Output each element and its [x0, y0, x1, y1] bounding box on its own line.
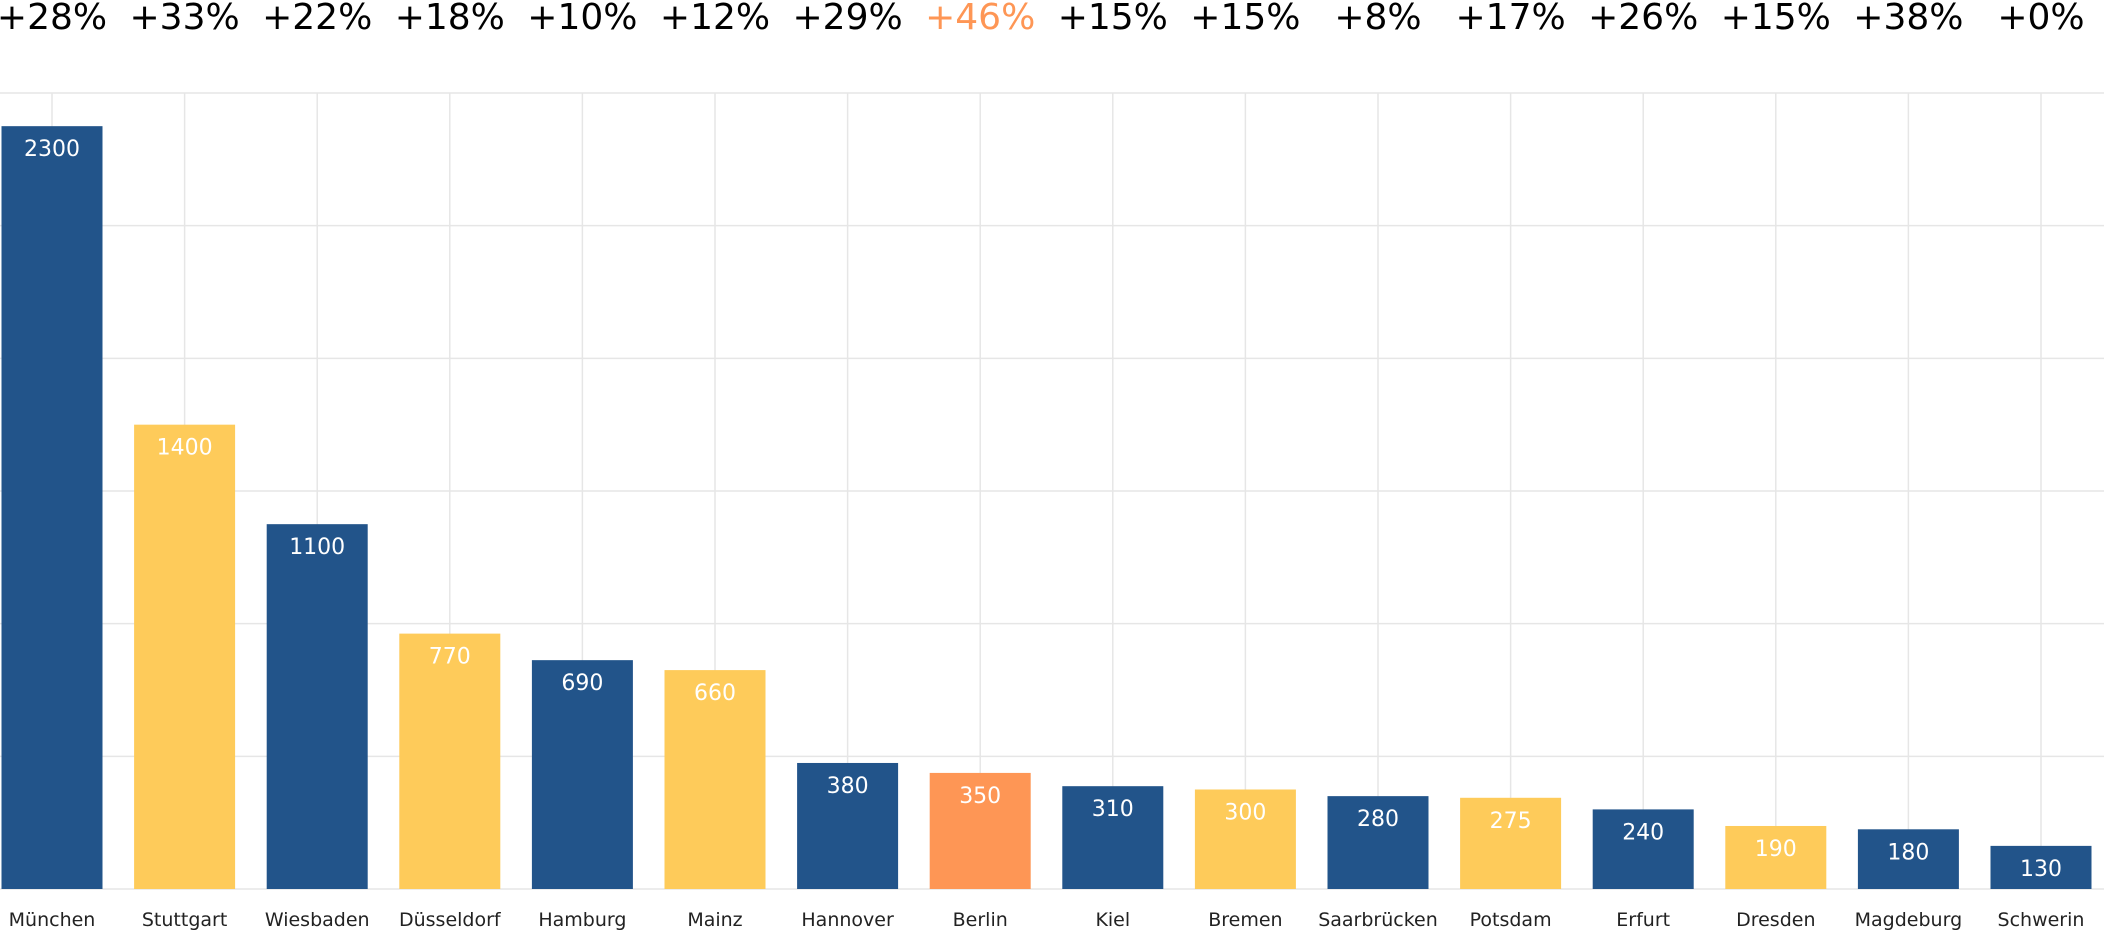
- change-percent-label: +38%: [1853, 0, 1963, 38]
- bar: [1062, 786, 1164, 889]
- bar-value-label: 690: [561, 671, 603, 696]
- bar-value-label: 1100: [289, 535, 345, 560]
- x-tick-label: Berlin: [953, 909, 1008, 930]
- bar-value-label: 280: [1357, 807, 1399, 832]
- bar: [1857, 829, 1959, 889]
- bar: [134, 424, 236, 889]
- bar: [1327, 796, 1429, 889]
- bar: [797, 762, 899, 889]
- change-percent-label: +28%: [0, 0, 107, 38]
- x-tick-label: Saarbrücken: [1318, 909, 1438, 930]
- change-percent-label: +12%: [660, 0, 770, 38]
- x-tick-label: Dresden: [1736, 909, 1815, 930]
- bar: [1194, 789, 1296, 889]
- x-tick-label: Kiel: [1095, 909, 1130, 930]
- bar: [1, 126, 103, 889]
- change-percent-label: +26%: [1588, 0, 1698, 38]
- bar-value-label: 770: [429, 645, 471, 670]
- bar-value-label: 350: [959, 784, 1001, 809]
- bar: [399, 633, 501, 889]
- x-tick-label: Magdeburg: [1855, 909, 1963, 930]
- change-percent-label: +0%: [1997, 0, 2084, 38]
- change-label-layer: +28% +33% +22% +18% +10% +12% +29% +46% +15% +15%…: [0, 0, 2085, 38]
- bar: [664, 670, 766, 889]
- change-percent-label: +22%: [262, 0, 372, 38]
- bar: [266, 524, 368, 889]
- bar-value-label: 380: [827, 774, 869, 799]
- x-tick-label: Stuttgart: [142, 909, 227, 930]
- bar-layer: [1, 126, 2092, 889]
- bar-value-label: 240: [1622, 820, 1664, 845]
- change-percent-label: +15%: [1721, 0, 1831, 38]
- x-tick-label: Wiesbaden: [265, 909, 370, 930]
- change-percent-label: +8%: [1334, 0, 1421, 38]
- change-percent-label: +29%: [793, 0, 903, 38]
- x-tick-label: München: [9, 909, 96, 930]
- bar: [1460, 797, 1562, 889]
- change-percent-label: +33%: [130, 0, 240, 38]
- bar: [929, 772, 1031, 889]
- bar-value-label: 275: [1490, 809, 1532, 834]
- bar-value-label: 310: [1092, 797, 1134, 822]
- change-percent-label: +46%: [925, 0, 1035, 38]
- x-tick-label: Schwerin: [1998, 909, 2085, 930]
- x-tick-label: Düsseldorf: [399, 909, 502, 930]
- bar-value-label: 2300: [24, 137, 80, 162]
- bar-value-label: 660: [694, 681, 736, 706]
- category-label-layer: München Stuttgart Wiesbaden Düsseldorf Hambu…: [9, 909, 2085, 930]
- bar-value-label: 130: [2020, 857, 2062, 882]
- change-percent-label: +17%: [1456, 0, 1566, 38]
- x-tick-label: Hannover: [801, 909, 894, 930]
- bar-value-label: 190: [1755, 837, 1797, 862]
- x-tick-label: Potsdam: [1470, 909, 1552, 930]
- grid-layer: [0, 92, 2104, 890]
- bar: [531, 660, 633, 889]
- change-percent-label: +15%: [1058, 0, 1168, 38]
- change-percent-label: +15%: [1190, 0, 1300, 38]
- change-percent-label: +18%: [395, 0, 505, 38]
- bar: [1990, 845, 2092, 889]
- x-tick-label: Mainz: [687, 909, 742, 930]
- x-tick-label: Hamburg: [538, 909, 626, 930]
- x-tick-label: Bremen: [1208, 909, 1282, 930]
- bar-value-label: 1400: [157, 436, 213, 461]
- bar: [1592, 809, 1694, 889]
- x-tick-label: Erfurt: [1616, 909, 1670, 930]
- change-percent-label: +10%: [527, 0, 637, 38]
- bar: [1725, 825, 1827, 889]
- value-label-layer: 2300 1400 1100 770 690 660 380 350 310 300 280 275 2…: [24, 137, 2062, 882]
- bar-value-label: 300: [1224, 801, 1266, 826]
- bar-value-label: 180: [1887, 840, 1929, 865]
